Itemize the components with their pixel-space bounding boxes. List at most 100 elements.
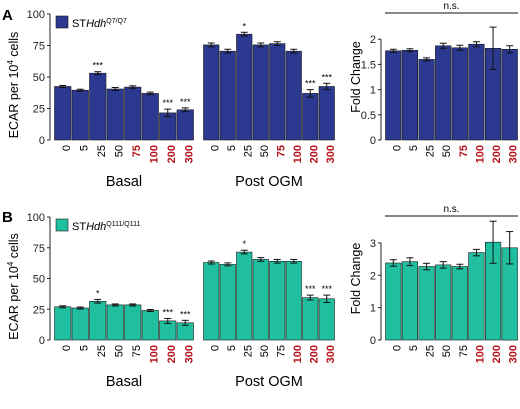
error-bar (290, 258, 298, 264)
x-tick-label: 75 (275, 145, 287, 157)
y-tick-label: 50 (33, 274, 45, 286)
error-bar (164, 108, 172, 118)
error-bar (273, 258, 281, 264)
bar (141, 310, 159, 341)
bar (302, 93, 319, 141)
error-bar (423, 262, 431, 271)
bar (285, 50, 302, 141)
y-tick-label: 25 (33, 304, 45, 316)
x-tick-label: 75 (131, 345, 143, 357)
significance-label: *** (162, 98, 173, 108)
x-axis-label: Basal (106, 174, 142, 190)
error-bar (76, 88, 84, 92)
bar (468, 252, 485, 341)
bar (501, 48, 518, 141)
panel-letter: A (2, 7, 13, 24)
significance-label: *** (92, 61, 103, 71)
x-tick-label: 0 (391, 345, 403, 351)
x-tick-label: 50 (441, 345, 453, 357)
error-bar (472, 248, 480, 257)
y-axis-label-exponent: 4 (6, 60, 15, 65)
error-bar (146, 91, 154, 96)
error-bar (439, 261, 447, 269)
legend-prefix: ST (72, 18, 86, 30)
significance-label: *** (321, 284, 332, 294)
x-tick-label: 100 (148, 345, 160, 363)
x-tick-label: 300 (183, 345, 195, 363)
legend-label: STHdhQ7/Q7 (72, 18, 127, 30)
x-axis-label: Post OGM (235, 174, 303, 190)
error-bar (306, 294, 314, 301)
y-axis-label: Fold Change (349, 41, 363, 113)
x-tick-label: 100 (292, 345, 304, 363)
error-bar (472, 41, 480, 48)
error-bar (111, 86, 119, 91)
x-tick-label: 0 (209, 345, 221, 351)
error-bar (306, 89, 314, 98)
ns-label: n.s. (443, 204, 459, 215)
bar (219, 264, 236, 341)
panel-letter: B (2, 209, 13, 226)
bar (54, 86, 72, 141)
significance-label: * (242, 21, 246, 31)
bar (318, 298, 335, 341)
plot-post-ogm: 0 5 * 25 50 75 100 *** 200 *** 300 Post OGM (203, 21, 337, 190)
error-bar (111, 303, 119, 307)
y-axis-label: Fold Change (349, 243, 363, 315)
error-bar (439, 42, 447, 49)
y-axis-label-tail: cells (7, 233, 21, 261)
y-tick-label: 0 (39, 135, 45, 147)
error-bar (323, 294, 331, 303)
y-axis-label-exponent: 4 (6, 261, 15, 266)
x-tick-label: 50 (259, 145, 271, 157)
error-bar (59, 305, 67, 309)
bar (71, 89, 89, 141)
y-tick-label: 50 (33, 72, 45, 84)
x-tick-label: 100 (474, 145, 486, 163)
x-tick-label: 25 (242, 145, 254, 157)
significance-label: * (242, 239, 246, 249)
legend-gene: Hdh (86, 18, 106, 30)
error-bar (59, 84, 67, 88)
y-tick-label: 100 (27, 9, 45, 21)
bar (124, 304, 142, 341)
legend-swatch (55, 218, 69, 232)
error-bar (506, 45, 514, 54)
x-tick-label: 5 (78, 145, 90, 151)
bar (451, 266, 468, 341)
x-tick-label: 200 (308, 345, 320, 363)
x-axis-label: Basal (106, 374, 142, 390)
error-bar (240, 249, 248, 255)
bar (54, 306, 72, 341)
x-tick-label: 200 (166, 145, 178, 163)
bar (435, 264, 452, 341)
y-axis-label-tail: cells (7, 32, 21, 60)
error-bar (146, 308, 154, 312)
y-tick-label: 1.5 (361, 59, 376, 71)
y-tick-label: 0 (39, 335, 45, 347)
x-tick-label: 300 (325, 145, 337, 163)
x-tick-label: 5 (226, 345, 238, 351)
error-bar (506, 231, 514, 265)
legend: STHdhQ111/Q111 (55, 218, 140, 233)
significance-label: *** (180, 97, 191, 107)
error-bar (129, 303, 137, 307)
x-tick-label: 5 (78, 345, 90, 351)
panel-b: B 0 5*25 50 75 100***200***3000255075100ECAR… (2, 204, 520, 390)
bar (401, 261, 419, 341)
error-bar (94, 298, 102, 304)
error-bar (489, 220, 497, 264)
x-tick-label: 0 (61, 345, 73, 351)
bar (418, 266, 435, 341)
legend: STHdhQ7/Q7 (55, 15, 127, 30)
y-tick-label: 0.5 (361, 110, 376, 122)
y-tick-label: 25 (33, 104, 45, 116)
x-tick-label: 200 (491, 345, 503, 363)
legend-gene: Hdh (86, 221, 106, 233)
x-tick-label: 25 (242, 345, 254, 357)
panel-a: A 0 5***25 50 75 100***200***3000255075100EC… (2, 1, 520, 190)
bar (269, 43, 286, 141)
